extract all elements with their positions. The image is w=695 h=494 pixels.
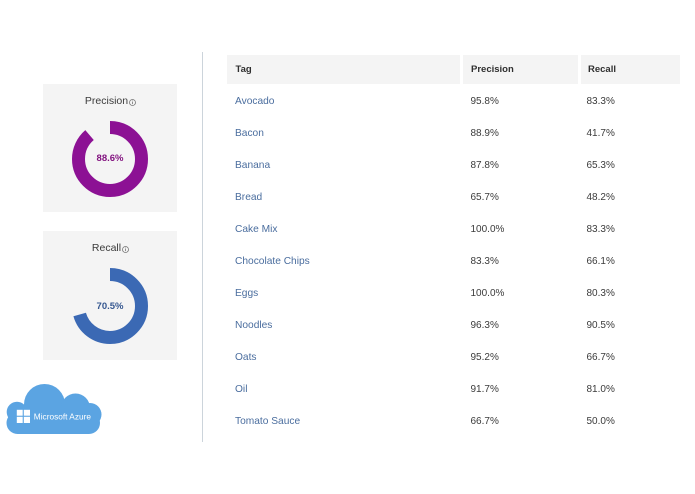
svg-text:Microsoft Azure: Microsoft Azure	[34, 412, 92, 422]
